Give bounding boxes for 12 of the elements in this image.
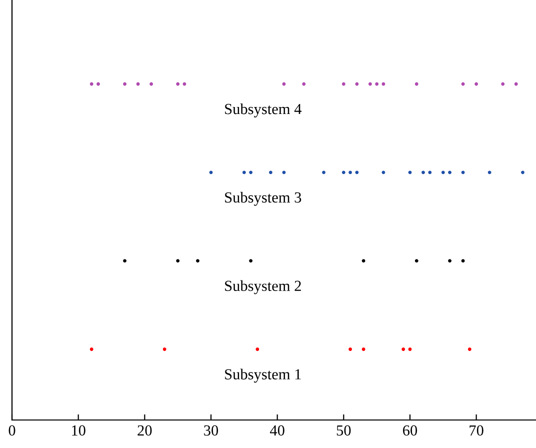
y-tick-label: Subsystem 3	[225, 192, 302, 206]
x-tick-label: 70	[470, 425, 484, 436]
x-tick-label: 10	[72, 425, 86, 436]
x-tick-label: 60	[402, 425, 418, 436]
y-tick-label: Subsystem 1	[225, 368, 301, 383]
x-tick-label: 50	[336, 425, 351, 436]
x-tick-label: 0	[8, 425, 16, 436]
y-tick-label: Subsystem 2	[225, 280, 301, 294]
y-tick-label: Subsystem 4	[225, 103, 302, 118]
x-tick-label: 30	[204, 425, 218, 436]
x-tick-label: 20	[138, 425, 152, 436]
x-tick-label: 40	[270, 425, 284, 436]
